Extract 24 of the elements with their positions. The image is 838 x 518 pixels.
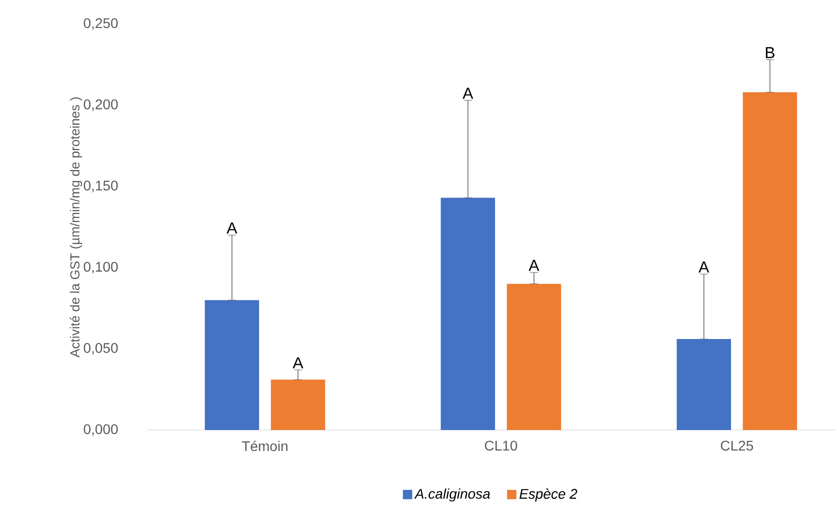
y-tick-label: 0,150	[84, 180, 118, 192]
y-axis-title: Activité de la GST (µm/min/mg de proteines )	[70, 97, 82, 358]
y-tick-label: 0,100	[84, 262, 118, 274]
legend-label: Espèce 2	[520, 488, 578, 502]
annotation: A	[292, 357, 304, 368]
annotation: B	[766, 47, 774, 58]
annotation: A	[226, 222, 238, 234]
bar	[506, 284, 562, 430]
y-tick-label: 0,050	[84, 343, 118, 355]
y-tick-label: 0,200	[84, 99, 118, 111]
annotation: A	[528, 260, 540, 271]
x-tick-label: CL25	[720, 440, 754, 451]
annotation: A	[462, 88, 474, 99]
bar	[204, 300, 260, 430]
y-tick-label: 0,250	[84, 18, 118, 30]
bar	[440, 198, 496, 430]
x-tick-label: Témoin	[242, 440, 288, 452]
x-tick-label: CL10	[484, 440, 518, 451]
bar	[270, 380, 326, 430]
legend-label: A.caliginosa	[414, 488, 490, 502]
bar	[742, 92, 798, 430]
annotation: A	[698, 261, 710, 272]
bar	[676, 339, 731, 430]
y-tick-label: 0,000	[84, 424, 118, 436]
